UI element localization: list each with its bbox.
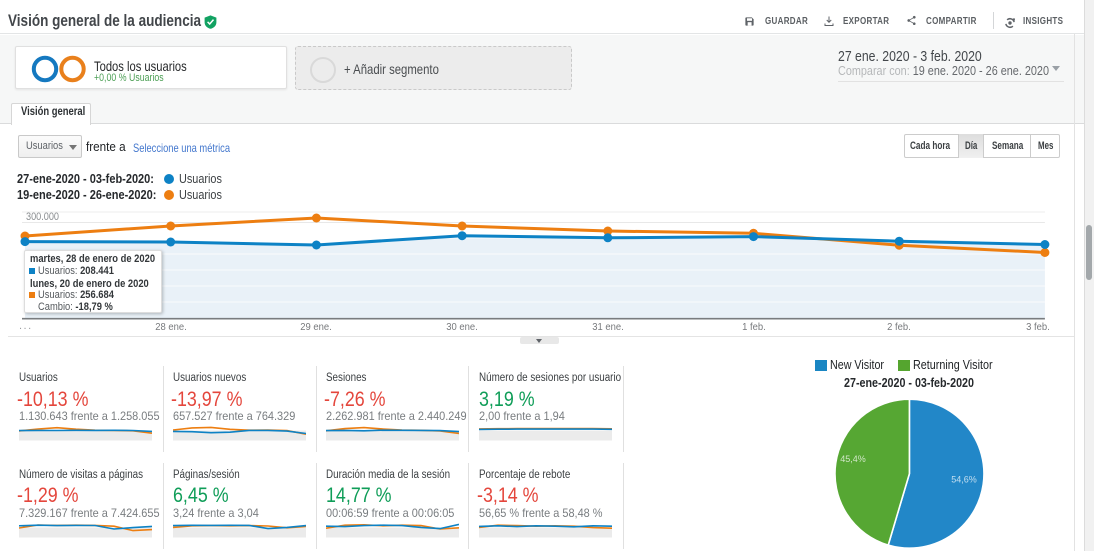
svg-text:54,6%: 54,6%	[951, 475, 977, 485]
svg-text:45,4%: 45,4%	[840, 454, 866, 464]
